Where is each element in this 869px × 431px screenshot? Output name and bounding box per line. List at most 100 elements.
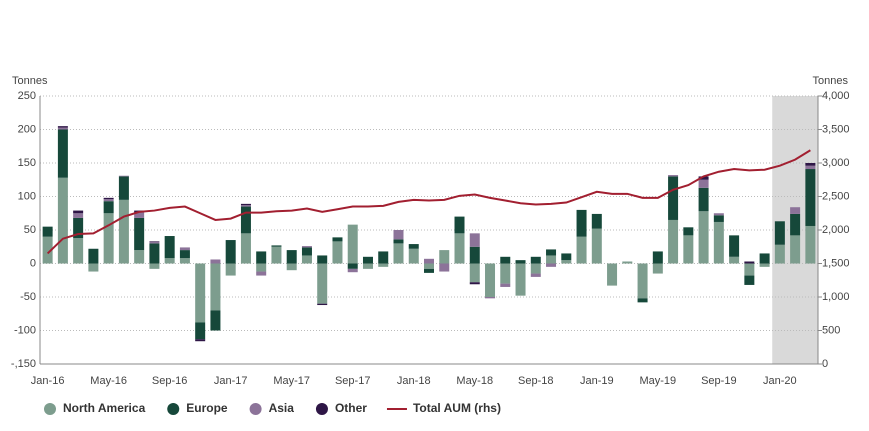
bar-segment [774,221,785,245]
x-tick-label: Jan-16 [31,375,65,387]
bar-segment [73,210,84,214]
bar-segment [103,197,114,200]
bar-segment [149,263,160,269]
bar-segment [408,248,419,264]
y-tick-label: 100 [18,190,36,202]
bar-segment [485,263,496,297]
bar-segment [805,225,816,264]
bar-segment [729,256,740,264]
bar-segment [591,213,602,229]
bar-segment [317,263,328,304]
y-tick-label: 0 [30,257,36,269]
y-tick-label: 200 [18,123,36,135]
bar-segment [179,250,190,259]
bar-segment [698,187,709,212]
bar-segment [347,224,358,264]
bar-segment [134,217,145,251]
bar-segment [530,256,541,264]
bar-segment [256,263,267,272]
bar-segment [698,211,709,264]
bar-segment [469,263,480,283]
bar-segment [149,241,160,243]
bar-segment [179,258,190,264]
bar-segment [424,268,434,273]
bar-segment [469,282,480,285]
bar-segment [652,251,663,264]
y2-axis-label: Tonnes [813,75,849,87]
bar-segment [362,263,373,269]
legend-text: Other [335,401,367,415]
bar-segment [164,258,175,264]
bar-segment [301,255,312,264]
bar-segment [164,236,175,259]
bar-segment [454,233,465,264]
bar-segment [439,250,450,264]
x-tick-label: Sep-18 [518,375,553,387]
bar-segment [713,215,724,222]
bar-segment [149,242,160,244]
legend-text: North America [63,401,146,415]
legend-text: Europe [186,401,228,415]
bar-segment [195,322,206,340]
bar-segment [805,163,816,166]
bar-segment [668,176,679,220]
x-tick-label: Sep-17 [335,375,370,387]
bar-segment [546,255,557,264]
bar-segment [652,263,663,274]
bar-segment [57,127,68,130]
bar-segment [332,241,343,264]
legend-marker [315,403,328,415]
y-tick-label: 150 [18,157,36,169]
bar-segment [790,213,801,236]
y-tick-label: -100 [14,324,36,336]
bar-segment [576,236,587,264]
bar-segment [622,261,633,264]
bar-segment [668,219,679,264]
bar-segment [240,233,251,264]
bar-segment [88,248,99,264]
bar-segment [485,297,496,299]
x-tick-label: Jan-17 [214,375,248,387]
bar-segment [439,263,450,272]
bar-segment [500,256,511,264]
bar-segment [134,250,145,264]
bar-segment [744,263,755,276]
bar-segment [713,213,724,216]
bar-segment [240,206,251,234]
bar-segment [698,176,709,180]
y2-tick-label: 2,000 [822,224,850,236]
legend-text: Total AUM (rhs) [413,401,501,415]
bar-segment [500,283,511,287]
bar-segment [286,263,297,271]
y-tick-label: -50 [20,291,36,303]
bar-segment [301,246,312,248]
x-tick-label: Sep-19 [701,375,736,387]
bar-segment [88,263,99,272]
bar-segment [210,310,221,331]
bar-segment [317,303,328,306]
bar-segment [805,165,816,170]
legend-marker [44,403,56,415]
bar-segment [42,236,53,264]
bar-segment [118,175,129,177]
bar-segment [195,339,206,342]
bar-segment [805,169,816,226]
bar-segment [393,230,404,240]
bar-segment [103,201,114,214]
bar-segment [393,239,404,244]
bar-segment [271,246,282,264]
bar-segment [683,227,694,236]
bar-segment [698,179,709,188]
bar-segment [347,268,358,273]
bar-segment [210,259,221,264]
bar-segment [530,263,541,274]
y2-tick-label: 1,000 [822,291,850,303]
y2-tick-label: 0 [822,358,828,370]
bar-segment [424,263,434,269]
bar-segment [103,213,114,264]
x-tick-label: May-16 [90,375,127,387]
bar-segment [561,253,572,261]
bar-segment [576,209,587,237]
bar-segment [240,203,251,206]
bar-segment [57,126,68,128]
